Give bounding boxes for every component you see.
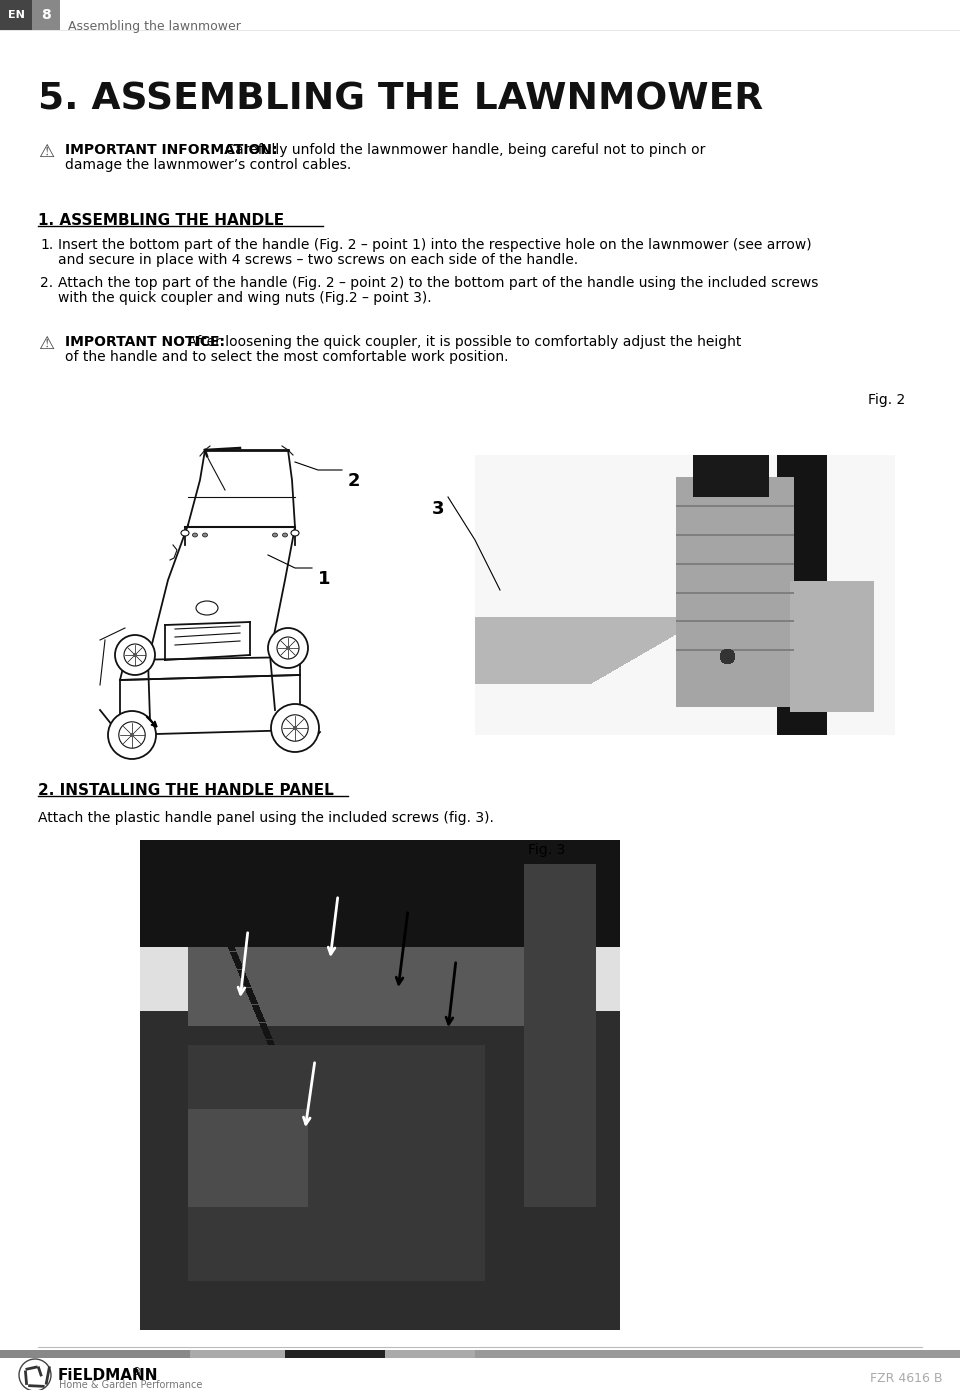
Text: FZR 4616 B: FZR 4616 B <box>870 1372 943 1384</box>
Ellipse shape <box>108 712 156 759</box>
Text: damage the lawnmower’s control cables.: damage the lawnmower’s control cables. <box>65 158 351 172</box>
Ellipse shape <box>181 530 189 537</box>
Ellipse shape <box>119 721 145 748</box>
Text: ®: ® <box>132 1366 142 1377</box>
Text: 2.: 2. <box>40 277 53 291</box>
Ellipse shape <box>196 600 218 614</box>
Bar <box>385 1350 475 1358</box>
Text: 8: 8 <box>41 8 51 22</box>
Text: 1. ASSEMBLING THE HANDLE: 1. ASSEMBLING THE HANDLE <box>38 213 284 228</box>
Text: Home & Garden Performance: Home & Garden Performance <box>59 1380 203 1390</box>
Text: Attach the top part of the handle (Fig. 2 – point 2) to the bottom part of the h: Attach the top part of the handle (Fig. … <box>58 277 818 291</box>
Text: Fig. 3: Fig. 3 <box>528 842 565 858</box>
Text: with the quick coupler and wing nuts (Fig.2 – point 3).: with the quick coupler and wing nuts (Fi… <box>58 291 432 304</box>
Ellipse shape <box>268 628 308 669</box>
Text: Fig. 2: Fig. 2 <box>868 393 905 407</box>
Text: 1.: 1. <box>40 238 53 252</box>
Ellipse shape <box>291 530 299 537</box>
Text: EN: EN <box>8 10 24 19</box>
Ellipse shape <box>193 532 198 537</box>
Text: ⚠: ⚠ <box>38 143 54 161</box>
Bar <box>285 1350 385 1358</box>
Text: Insert the bottom part of the handle (Fig. 2 – point 1) into the respective hole: Insert the bottom part of the handle (Fi… <box>58 238 811 252</box>
Text: and secure in place with 4 screws – two screws on each side of the handle.: and secure in place with 4 screws – two … <box>58 253 578 267</box>
Text: Carefully unfold the lawnmower handle, being careful not to pinch or: Carefully unfold the lawnmower handle, b… <box>221 143 706 157</box>
Bar <box>32 0 60 31</box>
Ellipse shape <box>203 532 207 537</box>
Ellipse shape <box>130 733 134 737</box>
Text: FiELDMANN: FiELDMANN <box>58 1368 158 1383</box>
Text: of the handle and to select the most comfortable work position.: of the handle and to select the most com… <box>65 350 509 364</box>
Ellipse shape <box>115 635 155 676</box>
Text: IMPORTANT INFORMATION:: IMPORTANT INFORMATION: <box>65 143 277 157</box>
Ellipse shape <box>286 646 290 651</box>
Text: ⚠: ⚠ <box>38 335 54 353</box>
Text: 5. ASSEMBLING THE LAWNMOWER: 5. ASSEMBLING THE LAWNMOWER <box>38 82 763 118</box>
Text: After loosening the quick coupler, it is possible to comfortably adjust the heig: After loosening the quick coupler, it is… <box>183 335 741 349</box>
Text: 2: 2 <box>348 473 361 491</box>
Ellipse shape <box>282 714 308 741</box>
Ellipse shape <box>133 653 137 657</box>
Ellipse shape <box>271 703 319 752</box>
Ellipse shape <box>282 532 287 537</box>
Bar <box>475 1350 960 1358</box>
Ellipse shape <box>124 644 146 666</box>
Text: 2. INSTALLING THE HANDLE PANEL: 2. INSTALLING THE HANDLE PANEL <box>38 783 334 798</box>
Text: Attach the plastic handle panel using the included screws (fig. 3).: Attach the plastic handle panel using th… <box>38 810 493 826</box>
Text: 3: 3 <box>432 500 444 518</box>
Ellipse shape <box>273 532 277 537</box>
Ellipse shape <box>293 726 297 730</box>
Text: IMPORTANT NOTICE:: IMPORTANT NOTICE: <box>65 335 225 349</box>
Bar <box>0 1350 190 1358</box>
Ellipse shape <box>277 637 299 659</box>
Text: Assembling the lawnmower: Assembling the lawnmower <box>68 19 241 33</box>
Text: 1: 1 <box>318 570 330 588</box>
Bar <box>190 1350 285 1358</box>
Bar <box>0 0 32 31</box>
